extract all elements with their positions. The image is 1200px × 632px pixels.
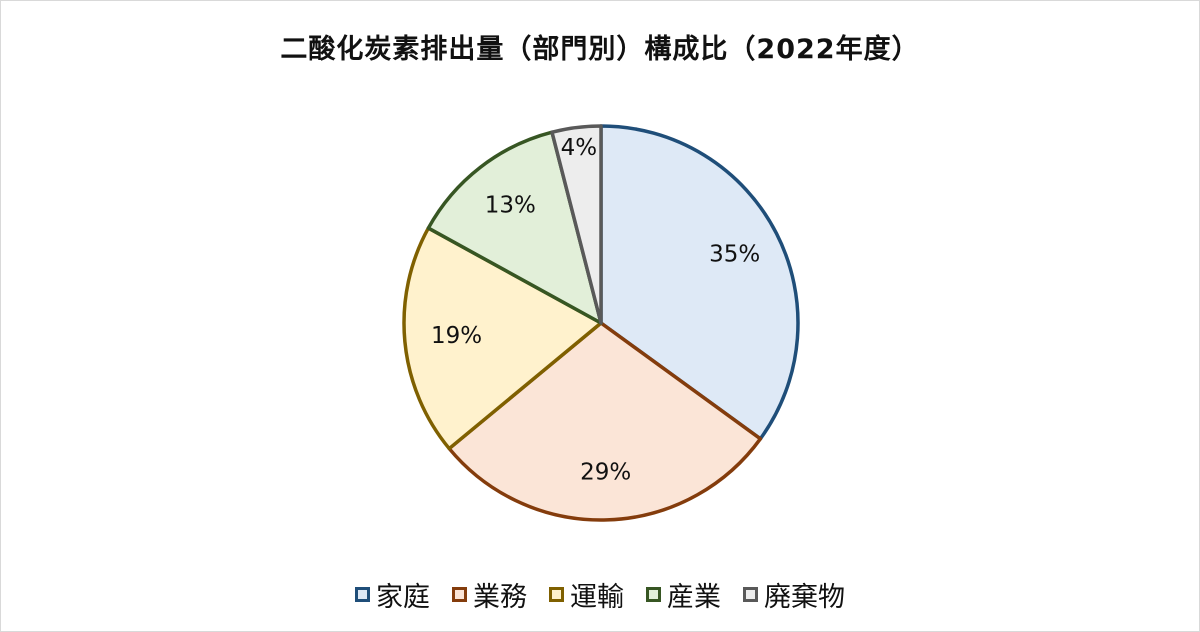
legend-label-2: 業務 <box>473 582 527 613</box>
legend-swatch-5 <box>743 587 758 602</box>
pie-slice-2 <box>447 321 763 522</box>
chart-legend: 家庭 業務 運輸 産業 廃棄物 <box>1 575 1199 614</box>
legend-label-1: 家庭 <box>376 582 430 613</box>
legend-item-3: 運輸 <box>549 575 624 614</box>
legend-swatch-1 <box>355 587 370 602</box>
legend-item-4: 産業 <box>646 575 721 614</box>
pie-slice-label-3: 19% <box>431 323 482 349</box>
pie-slice-label-5: 4% <box>561 135 598 161</box>
legend-swatch-4 <box>646 587 661 602</box>
legend-swatch-2 <box>452 587 467 602</box>
pie-slices <box>402 124 800 522</box>
legend-item-1: 家庭 <box>355 575 430 614</box>
pie-slice-1 <box>599 124 800 441</box>
pie-slice-5 <box>550 124 603 325</box>
pie-slice-3 <box>402 226 603 451</box>
pie-slice-label-2: 29% <box>580 459 631 485</box>
legend-swatch-3 <box>549 587 564 602</box>
chart-title: 二酸化炭素排出量（部門別）構成比（2022年度） <box>280 34 920 65</box>
legend-item-5: 廃棄物 <box>743 575 845 614</box>
legend-item-2: 業務 <box>452 575 527 614</box>
legend-label-4: 産業 <box>667 582 721 613</box>
pie-chart: 35% 29% 19% 13% 4% <box>402 124 800 522</box>
pie-slice-label-4: 13% <box>485 193 536 219</box>
legend-label-3: 運輸 <box>570 582 624 613</box>
pie-slice-label-1: 35% <box>709 241 760 267</box>
pie-labels: 35% 29% 19% 13% 4% <box>431 135 760 486</box>
legend-label-5: 廃棄物 <box>764 582 845 613</box>
pie-slice-4 <box>426 130 603 325</box>
